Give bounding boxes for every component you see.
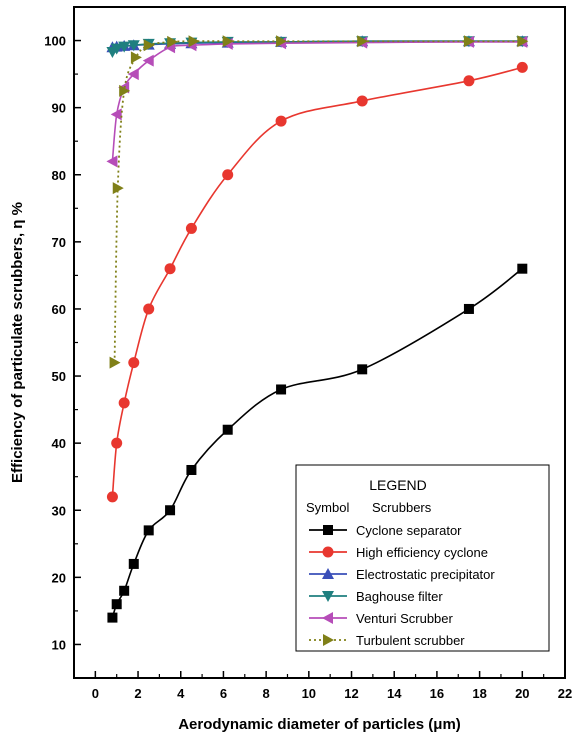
data-point xyxy=(517,263,528,274)
legend-header-name: Scrubbers xyxy=(372,500,432,515)
legend-label: Venturi Scrubber xyxy=(356,611,454,626)
x-axis-title: Aerodynamic diameter of particles (μm) xyxy=(178,716,461,733)
y-tick-label: 60 xyxy=(52,302,66,317)
legend-marker xyxy=(323,525,333,535)
data-point xyxy=(107,612,118,623)
y-tick-label: 10 xyxy=(52,637,66,652)
series-line xyxy=(111,66,523,497)
data-point xyxy=(276,384,287,395)
legend-item-1: High efficiency cyclone xyxy=(309,545,488,560)
data-point xyxy=(357,364,368,375)
y-axis-title: Efficiency of particulate scrubbers, η % xyxy=(9,202,26,483)
data-point xyxy=(165,505,176,516)
y-tick-label: 50 xyxy=(52,369,66,384)
legend-marker xyxy=(322,591,334,602)
data-point xyxy=(463,303,474,314)
data-point xyxy=(185,222,197,234)
data-point xyxy=(127,68,139,81)
legend-marker xyxy=(322,546,334,558)
x-tick-label: 4 xyxy=(177,686,185,701)
data-point xyxy=(119,585,130,596)
x-tick-label: 8 xyxy=(263,686,270,701)
legend-item-5: Turbulent scrubber xyxy=(309,633,465,648)
data-point xyxy=(143,525,154,536)
legend-label: Electrostatic precipitator xyxy=(356,567,495,582)
data-point xyxy=(186,464,197,475)
legend-item-2: Electrostatic precipitator xyxy=(309,567,495,582)
legend-header-symbol: Symbol xyxy=(306,500,349,515)
y-tick-label: 100 xyxy=(44,34,66,49)
data-point xyxy=(142,54,154,67)
data-point xyxy=(111,437,123,449)
data-point xyxy=(143,303,155,315)
y-tick-label: 40 xyxy=(52,436,66,451)
series-0 xyxy=(107,263,528,623)
data-point xyxy=(118,41,131,53)
plot-area: 0 2 4 6 8 10 12 14 16 18 20 22 10 20 30 40 50 60 70 80 90 100 xyxy=(44,6,572,701)
data-point xyxy=(143,39,155,52)
data-point xyxy=(275,115,287,127)
legend-item-4: Venturi Scrubber xyxy=(309,611,454,626)
series-line xyxy=(111,41,523,162)
data-point xyxy=(222,35,234,48)
y-tick-label: 70 xyxy=(52,235,66,250)
y-tick-label: 30 xyxy=(52,503,66,518)
series-5 xyxy=(109,35,529,369)
data-point xyxy=(110,43,123,55)
data-point xyxy=(128,558,139,569)
data-point xyxy=(110,108,122,121)
legend-marker xyxy=(322,568,334,579)
data-point xyxy=(356,95,368,107)
x-tick-label: 22 xyxy=(558,686,572,701)
legend: LEGEND Symbol Scrubbers Cyclone separato… xyxy=(295,464,550,652)
data-point xyxy=(463,75,475,87)
data-point xyxy=(516,61,528,73)
x-tick-label: 0 xyxy=(92,686,99,701)
data-point xyxy=(222,424,233,435)
x-tick-label: 10 xyxy=(302,686,316,701)
data-point xyxy=(106,155,118,168)
legend-item-0: Cyclone separator xyxy=(309,523,462,538)
data-point xyxy=(517,35,529,48)
data-point xyxy=(127,40,140,52)
data-point xyxy=(130,51,142,64)
x-tick-label: 14 xyxy=(387,686,402,701)
data-point xyxy=(109,356,121,369)
data-point xyxy=(106,491,118,503)
legend-title: LEGEND xyxy=(369,477,427,493)
y-tick-label: 80 xyxy=(52,168,66,183)
legend-label: Cyclone separator xyxy=(356,523,462,538)
data-point xyxy=(463,35,475,48)
data-point xyxy=(164,263,176,275)
x-tick-label: 20 xyxy=(515,686,529,701)
legend-label: Baghouse filter xyxy=(356,589,443,604)
y-tick-label: 90 xyxy=(52,101,66,116)
data-point xyxy=(222,169,234,181)
legend-marker xyxy=(323,634,334,646)
series-1 xyxy=(106,61,528,503)
data-point xyxy=(167,35,179,48)
legend-label: Turbulent scrubber xyxy=(356,633,465,648)
legend-label: High efficiency cyclone xyxy=(356,545,488,560)
data-point xyxy=(128,357,140,369)
y-tick-label: 20 xyxy=(52,570,66,585)
series-line xyxy=(113,40,523,363)
data-point xyxy=(188,35,200,48)
x-tick-label: 2 xyxy=(134,686,141,701)
x-tick-label: 6 xyxy=(220,686,227,701)
data-point xyxy=(119,84,131,97)
data-point xyxy=(111,599,122,610)
data-point xyxy=(276,35,288,48)
data-point xyxy=(118,397,130,409)
data-point xyxy=(357,35,369,48)
series-4 xyxy=(106,35,528,168)
legend-item-3: Baghouse filter xyxy=(309,589,443,604)
x-tick-label: 18 xyxy=(472,686,486,701)
data-point xyxy=(112,182,124,195)
x-tick-label: 16 xyxy=(430,686,444,701)
legend-box xyxy=(295,464,550,652)
legend-marker xyxy=(322,612,333,624)
x-tick-label: 12 xyxy=(344,686,358,701)
